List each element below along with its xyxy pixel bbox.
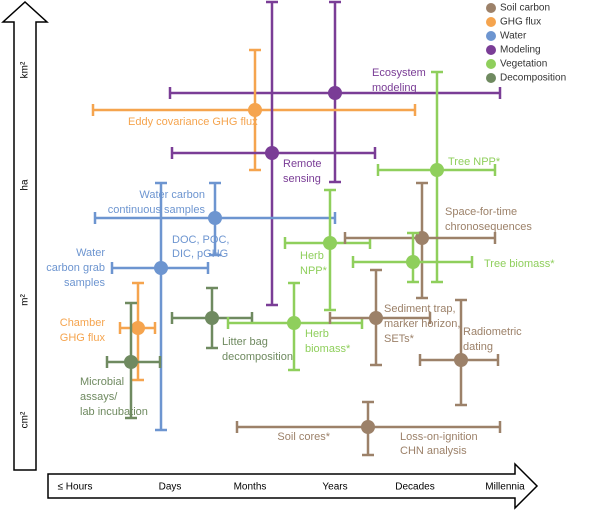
method-label: Eddy covariance GHG flux xyxy=(128,116,258,128)
method-label: Water xyxy=(76,247,105,259)
x-axis-label: ≤ Hours xyxy=(58,482,93,493)
method-point xyxy=(369,311,383,325)
method-label: assays/ xyxy=(80,391,118,403)
method-label: biomass* xyxy=(305,343,351,355)
x-axis-label: Millennia xyxy=(485,482,525,493)
method-label: dating xyxy=(463,341,493,353)
method-point xyxy=(248,103,262,117)
method-note: DOC, POC, xyxy=(172,234,229,246)
method-label: lab incubation xyxy=(80,406,148,418)
method-label: Remote xyxy=(283,158,322,170)
method-label: continuous samples xyxy=(108,204,206,216)
method-label: Herb xyxy=(305,328,329,340)
method-label: Radiometric xyxy=(463,326,522,338)
method-label: Sediment trap, xyxy=(384,303,456,315)
legend-label: Modeling xyxy=(500,45,541,56)
legend-label: Soil carbon xyxy=(500,3,550,14)
x-axis-label: Years xyxy=(322,482,347,493)
method-note: Loss-on-ignition xyxy=(400,431,478,443)
method-label: marker horizon, xyxy=(384,318,460,330)
method-point xyxy=(154,261,168,275)
method-point xyxy=(287,316,301,330)
legend-label: Vegetation xyxy=(500,59,547,70)
x-axis-label: Days xyxy=(159,482,182,493)
method-note: DIC, pGHG xyxy=(172,248,228,260)
method-label: Tree NPP* xyxy=(448,156,501,168)
method-point xyxy=(208,211,222,225)
method-label: Microbial xyxy=(80,376,124,388)
method-label: carbon grab xyxy=(46,262,105,274)
method-point xyxy=(205,311,219,325)
method-point xyxy=(454,353,468,367)
legend-marker xyxy=(486,73,496,83)
method-label: chronosequences xyxy=(445,221,532,233)
method-label: Chamber xyxy=(60,317,106,329)
method-label: Water carbon xyxy=(139,189,205,201)
x-axis-label: Decades xyxy=(395,482,434,493)
legend-marker xyxy=(486,45,496,55)
y-axis-label: m² xyxy=(20,294,31,306)
method-label: Litter bag xyxy=(222,336,268,348)
legend-label: GHG flux xyxy=(500,17,541,28)
method-label: sensing xyxy=(283,173,321,185)
method-label: NPP* xyxy=(300,265,328,277)
x-axis-arrow xyxy=(47,462,539,510)
method-label: GHG flux xyxy=(60,332,106,344)
method-label: Space-for-time xyxy=(445,206,517,218)
method-label: samples xyxy=(64,277,105,289)
method-label: Soil cores* xyxy=(277,431,330,443)
method-point xyxy=(323,236,337,250)
method-label: modeling xyxy=(372,82,417,94)
y-axis-label: cm² xyxy=(20,411,31,428)
legend-marker xyxy=(486,3,496,13)
method-label: Ecosystem xyxy=(372,67,426,79)
method-label: SETs* xyxy=(384,333,415,345)
legend-label: Water xyxy=(500,31,527,42)
method-point xyxy=(430,163,444,177)
y-axis-arrow xyxy=(1,0,49,471)
method-point xyxy=(406,255,420,269)
legend-marker xyxy=(486,17,496,27)
method-point xyxy=(415,231,429,245)
y-axis-label: km² xyxy=(20,61,31,78)
method-point xyxy=(265,146,279,160)
method-label: Herb xyxy=(300,250,324,262)
method-note: CHN analysis xyxy=(400,445,467,457)
method-label: Tree biomass* xyxy=(484,258,555,270)
legend-label: Decomposition xyxy=(500,73,566,84)
legend-marker xyxy=(486,31,496,41)
method-point xyxy=(328,86,342,100)
method-point xyxy=(361,420,375,434)
y-axis-label: ha xyxy=(20,179,31,191)
x-axis-label: Months xyxy=(234,482,267,493)
method-label: decomposition xyxy=(222,351,293,363)
method-point xyxy=(124,355,138,369)
legend-marker xyxy=(486,59,496,69)
method-point xyxy=(131,321,145,335)
